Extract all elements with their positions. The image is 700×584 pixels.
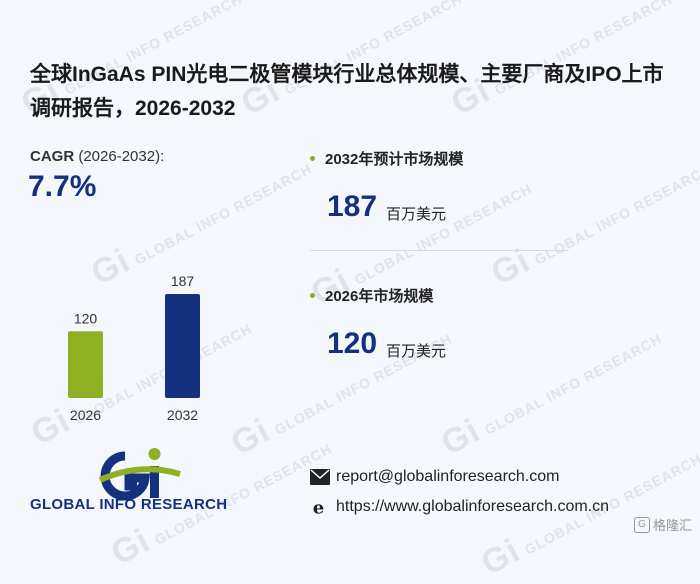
bar-value-label: 120 <box>74 310 98 326</box>
gi-logo-icon <box>98 448 181 501</box>
brand-watermark: G 格隆汇 <box>633 515 692 534</box>
report-title: 全球InGaAs PIN光电二极管模块行业总体规模、主要厂商及IPO上市调研报告… <box>30 63 664 120</box>
category-label: 2026 <box>70 407 101 423</box>
contact-website[interactable]: e https://www.globalinforesearch.com.cn <box>310 498 609 516</box>
stat-2026-value: 120 <box>327 327 378 360</box>
stat-2032-label: 2032年预计市场规模 <box>310 148 463 169</box>
bar-2026 <box>68 331 103 398</box>
stat-2026-unit: 百万美元 <box>386 343 447 360</box>
stat-2026-label: 2026年市场规模 <box>310 285 433 306</box>
cagr-value: 7.7% <box>28 170 97 203</box>
logo-text: GLOBAL INFO RESEARCH <box>30 496 228 513</box>
bullet-icon <box>310 292 315 298</box>
market-size-bar-chart: 120 2026 187 2032 <box>68 273 200 423</box>
brand-icon: G <box>633 516 650 533</box>
bar-2032 <box>165 294 200 398</box>
watermark: GiGLOBAL INFO RESEARCH <box>435 330 665 463</box>
stat-2032-value: 187 <box>327 190 378 223</box>
cagr-label: CAGR (2026-2032): <box>30 148 165 165</box>
browser-e-icon: e <box>313 498 324 516</box>
bullet-icon <box>310 155 315 161</box>
contact-email[interactable]: report@globalinforesearch.com <box>310 468 559 486</box>
mail-icon <box>310 469 330 485</box>
watermark: GiGLOBAL INFO RESEARCH <box>485 160 700 293</box>
bar-value-label: 187 <box>171 273 195 289</box>
category-label: 2032 <box>167 407 198 423</box>
divider <box>310 250 568 251</box>
svg-text:e: e <box>313 498 324 516</box>
stat-2032-unit: 百万美元 <box>386 206 447 223</box>
